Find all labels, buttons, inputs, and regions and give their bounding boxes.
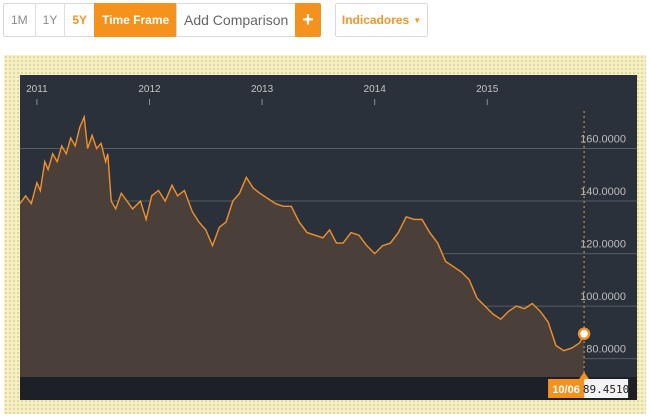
add-comparison-input[interactable] [177,4,295,36]
year-ticks: 2011 2012 2013 2014 2015 [26,84,499,105]
range-1y-button[interactable]: 1Y [36,4,66,36]
year-tick-label: 2011 [26,84,48,95]
indicators-dropdown[interactable]: Indicadores ▼ [335,3,428,37]
year-tick-label: 2013 [251,84,274,95]
y-tick-label: 160.0000 [580,134,626,146]
badge-date-bg [548,379,585,398]
plus-icon: + [302,8,314,31]
y-axis-labels: 80.0000 100.0000 120.0000 140.0000 160.0000 [580,134,626,356]
range-selector: 1M 1Y 5Y Time Frame [3,3,178,37]
indicators-label: Indicadores [341,13,410,27]
chart-footer-strip [20,377,637,400]
year-tick-label: 2012 [138,84,161,95]
price-area [20,117,585,377]
badge-pointer-icon [579,372,590,379]
chart-toolbar: 1M 1Y 5Y Time Frame + Indicadores ▼ [0,0,650,44]
badge-value: 89.4510 [583,383,629,396]
comparison-box: + [176,3,321,37]
y-tick-label: 100.0000 [580,291,626,303]
y-tick-label: 120.0000 [580,239,626,251]
data-point-marker-icon [577,327,591,341]
chart-frame: 2011 2012 2013 2014 2015 80.0000 100.0000 120.… [4,55,646,414]
range-5y-button[interactable]: 5Y [72,13,88,27]
price-line [20,114,585,352]
badge-date: 10/06 [552,384,580,396]
year-tick-label: 2015 [476,84,499,95]
year-tick-label: 2014 [364,84,387,95]
add-comparison-button[interactable]: + [295,3,321,37]
caret-down-icon: ▼ [413,15,422,25]
y-tick-label: 140.0000 [580,186,626,198]
value-badge: 10/06 89.4510 [548,372,629,398]
time-frame-button[interactable]: Time Frame [94,3,178,37]
price-chart[interactable]: 2011 2012 2013 2014 2015 80.0000 100.0000 120.… [20,75,637,400]
y-tick-label: 80.0000 [586,344,626,356]
badge-value-bg [584,379,629,398]
range-1m-button[interactable]: 1M [4,4,36,36]
